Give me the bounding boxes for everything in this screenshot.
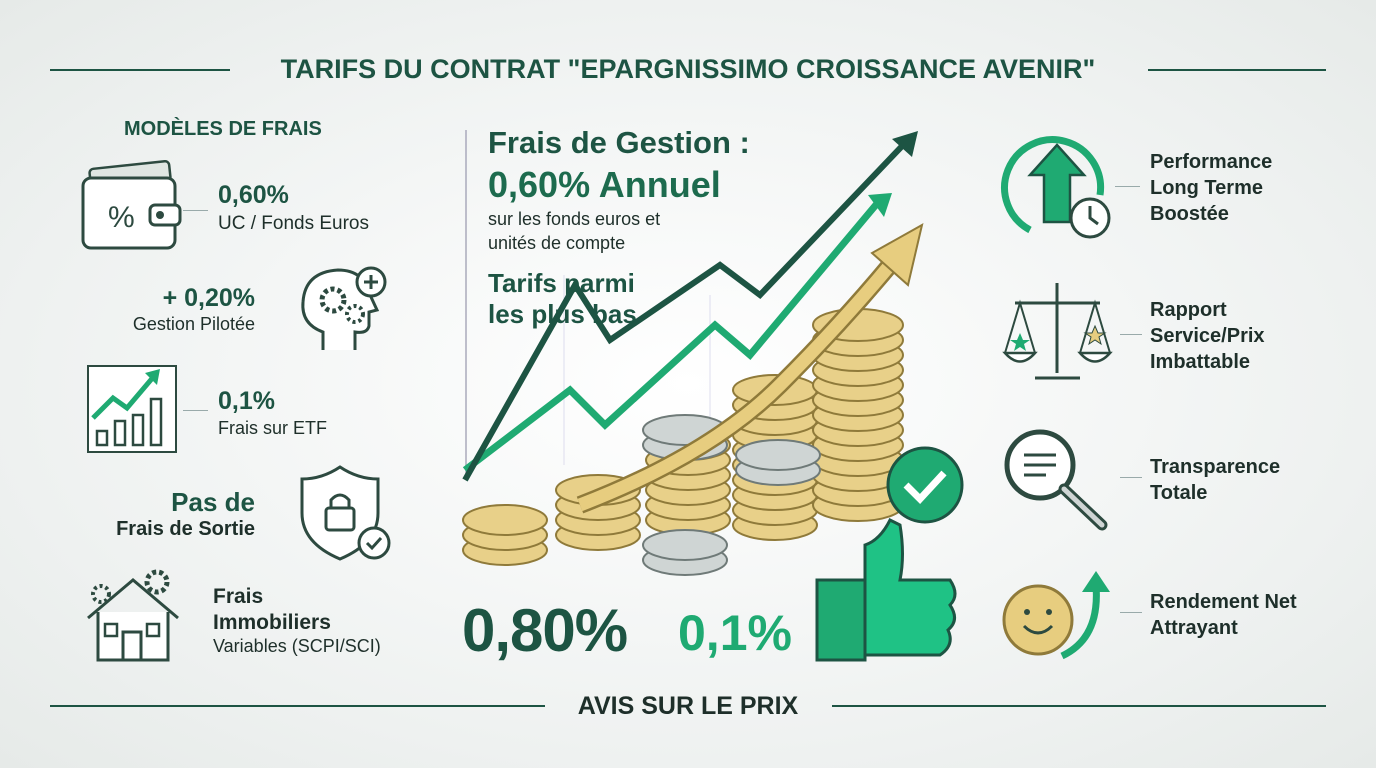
connector — [1120, 334, 1142, 335]
head-gears-icon — [301, 266, 387, 350]
fee-value: 0,60% — [218, 181, 289, 209]
rule — [1148, 69, 1326, 71]
connector — [1120, 477, 1142, 478]
fee-value: 0,1% — [218, 387, 275, 415]
scale-icon — [1002, 283, 1113, 380]
fee-label: Variables (SCPI/SCI) — [213, 636, 381, 656]
svg-text:%: % — [108, 201, 135, 234]
big-rate: 0,80% — [462, 597, 628, 664]
house-icon — [87, 569, 179, 662]
wallet-icon: % — [81, 160, 182, 250]
benefit: Rendement Net Attrayant — [1150, 591, 1297, 639]
benefit: Rapport Service/Prix Imbattable — [1150, 299, 1265, 373]
connector — [183, 410, 208, 411]
fee-value: Frais Immobiliers — [213, 585, 331, 634]
benefit: Performance Long Terme Boostée — [1150, 151, 1273, 225]
fee-label: Frais de Sortie — [116, 518, 255, 540]
shield-icon — [300, 465, 391, 561]
fee-value: + 0,20% — [162, 284, 255, 312]
connector — [1120, 612, 1142, 613]
footer-title: AVIS SUR LE PRIX — [577, 692, 799, 720]
rule — [832, 705, 1326, 707]
center-title: Frais de Gestion : — [488, 125, 750, 160]
connector — [183, 210, 208, 211]
benefit: Transparence Totale — [1150, 456, 1281, 504]
fee-label: Frais sur ETF — [218, 418, 328, 438]
center-note: sur les fonds euros et unités de compte — [488, 209, 661, 253]
center-tagline: Tarifs parmi les plus bas — [488, 268, 637, 329]
chart-icon — [87, 365, 177, 453]
big-rate: 0,1% — [678, 605, 792, 661]
fee-label: Gestion Pilotée — [132, 314, 255, 334]
smile-coin-icon — [1002, 571, 1110, 660]
section-heading: MODÈLES DE FRAIS — [124, 118, 322, 140]
rule — [50, 69, 230, 71]
fee-value: Pas de — [171, 487, 255, 517]
rule — [50, 705, 545, 707]
performance-icon — [1001, 136, 1111, 239]
connector — [1115, 186, 1140, 187]
magnifier-icon — [1004, 429, 1108, 531]
growth-illustration — [462, 130, 964, 662]
center-rate: 0,60% Annuel — [488, 164, 721, 205]
page-title: TARIFS DU CONTRAT "EPARGNISSIMO CROISSAN… — [280, 54, 1096, 84]
fee-label: UC / Fonds Euros — [218, 213, 369, 234]
